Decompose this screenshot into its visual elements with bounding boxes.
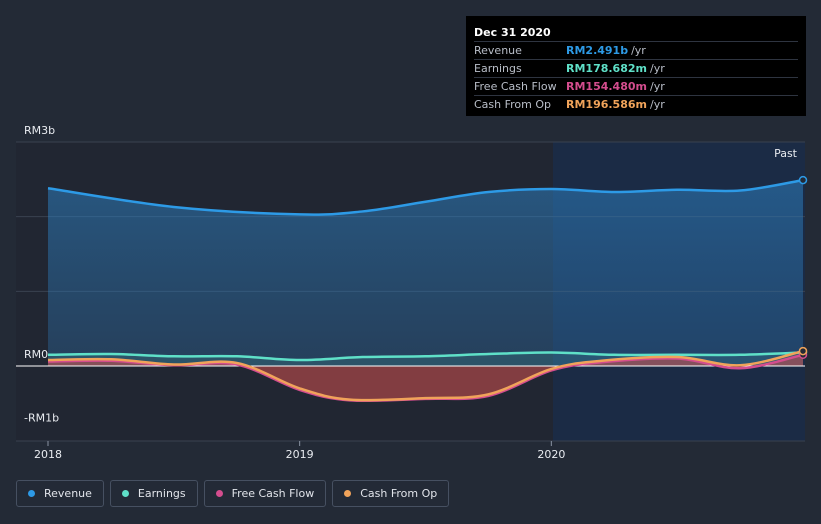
tooltip-row-unit: /yr — [649, 62, 665, 75]
x-tick-label: 2020 — [537, 448, 565, 461]
y-tick-label: RM0 — [24, 348, 48, 361]
legend-label: Cash From Op — [360, 487, 438, 500]
x-axis: 2018 2019 2020 — [34, 441, 565, 461]
tooltip-row-unit: /yr — [649, 80, 665, 93]
tooltip-row-name: Revenue — [474, 44, 522, 57]
legend-label: Free Cash Flow — [231, 487, 315, 500]
tooltip: Dec 31 2020 Revenue RM2.491b /yr Earning… — [466, 16, 806, 116]
y-tick-label: RM3b — [24, 124, 55, 137]
tooltip-row-free-cash-flow: Free Cash Flow RM154.480m /yr — [474, 77, 798, 95]
tooltip-date: Dec 31 2020 — [474, 26, 551, 39]
tooltip-row-unit: /yr — [649, 98, 665, 111]
tooltip-row-unit: /yr — [631, 44, 646, 57]
tooltip-row-cash-from-op: Cash From Op RM196.586m /yr — [474, 95, 798, 113]
tooltip-row-value: RM2.491b — [566, 44, 629, 57]
line-cash-from-op — [47, 349, 804, 402]
legend-item-free-cash-flow[interactable]: Free Cash Flow — [203, 480, 327, 507]
legend-label: Earnings — [137, 487, 186, 500]
tooltip-row-name: Free Cash Flow — [474, 80, 557, 93]
tooltip-row-earnings: Earnings RM178.682m /yr — [474, 59, 798, 77]
tooltip-row-name: Cash From Op — [474, 98, 552, 111]
tooltip-row-name: Earnings — [474, 62, 522, 75]
series-lines — [47, 178, 804, 403]
end-marker-cash-from-op — [798, 346, 808, 356]
area-free-cash-flow — [48, 354, 803, 401]
legend-item-cash-from-op[interactable]: Cash From Op — [332, 480, 450, 507]
legend-item-earnings[interactable]: Earnings — [109, 480, 198, 507]
area-revenue — [48, 180, 803, 366]
legend: Revenue Earnings Free Cash Flow Cash Fro… — [16, 480, 450, 509]
line-earnings — [47, 351, 804, 362]
tooltip-row-value: RM154.480m — [566, 80, 647, 93]
series-end-markers — [798, 175, 808, 360]
legend-label: Revenue — [44, 487, 92, 500]
end-marker-revenue — [798, 175, 808, 185]
legend-dot-icon — [121, 490, 129, 497]
legend-dot-icon — [215, 490, 223, 497]
x-tick-label: 2019 — [286, 448, 314, 461]
y-tick-label: -RM1b — [24, 411, 59, 424]
legend-item-revenue[interactable]: Revenue — [16, 480, 104, 507]
line-revenue — [47, 178, 804, 216]
y-axis: RM3b RM0 -RM1b — [24, 124, 59, 424]
past-label: Past — [774, 147, 798, 160]
tooltip-row-value: RM196.586m — [566, 98, 647, 111]
tooltip-row-value: RM178.682m — [566, 62, 647, 75]
legend-dot-icon — [28, 490, 35, 497]
legend-dot-icon — [344, 490, 352, 497]
x-tick-label: 2018 — [34, 448, 62, 461]
tooltip-row-revenue: Revenue RM2.491b /yr — [474, 41, 798, 59]
